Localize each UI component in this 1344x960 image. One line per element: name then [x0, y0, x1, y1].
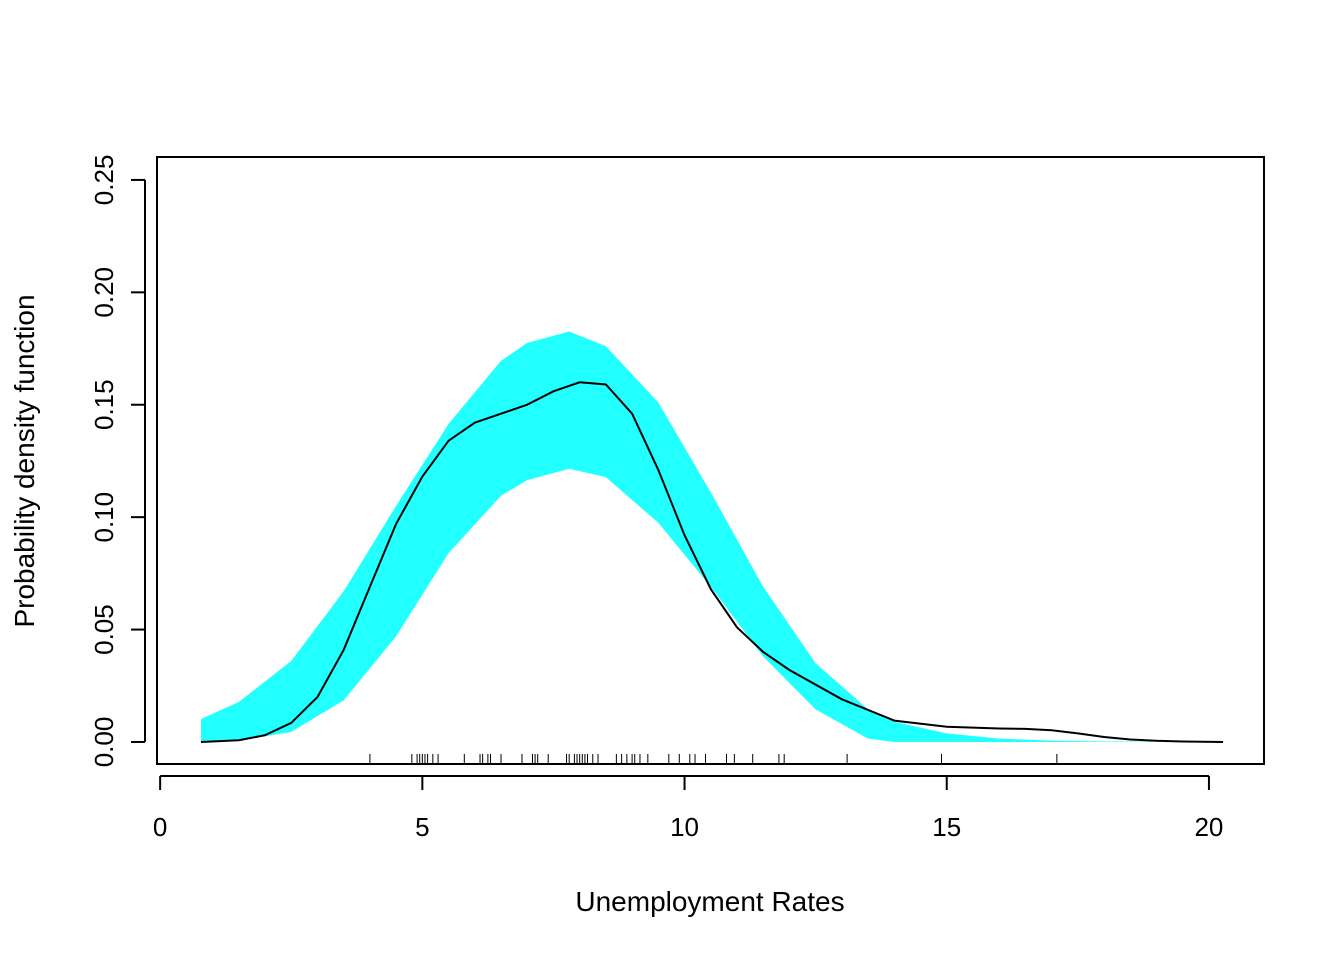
y-axis-title: Probability density function: [9, 294, 40, 627]
confidence-band: [201, 331, 1224, 742]
y-axis: 0.00 0.05 0.10 0.15 0.20 0.25: [89, 155, 146, 768]
y-tick-label: 0.20: [89, 267, 119, 318]
x-tick-label: 15: [932, 812, 961, 842]
x-axis-title: Unemployment Rates: [575, 886, 844, 917]
x-tick-label: 5: [415, 812, 429, 842]
x-tick-label: 10: [670, 812, 699, 842]
x-tick-label: 0: [153, 812, 167, 842]
plot-frame: [156, 156, 1265, 765]
x-tick-label: 20: [1194, 812, 1223, 842]
plot-area: [200, 331, 1224, 764]
y-tick-label: 0.25: [89, 155, 119, 206]
x-axis: 0 5 10 15 20: [153, 775, 1223, 842]
y-tick-label: 0.05: [89, 604, 119, 655]
rug: [369, 753, 1058, 764]
y-tick-label: 0.00: [89, 717, 119, 768]
y-tick-label: 0.15: [89, 379, 119, 430]
y-tick-label: 0.10: [89, 492, 119, 543]
density-line: [200, 381, 1224, 743]
